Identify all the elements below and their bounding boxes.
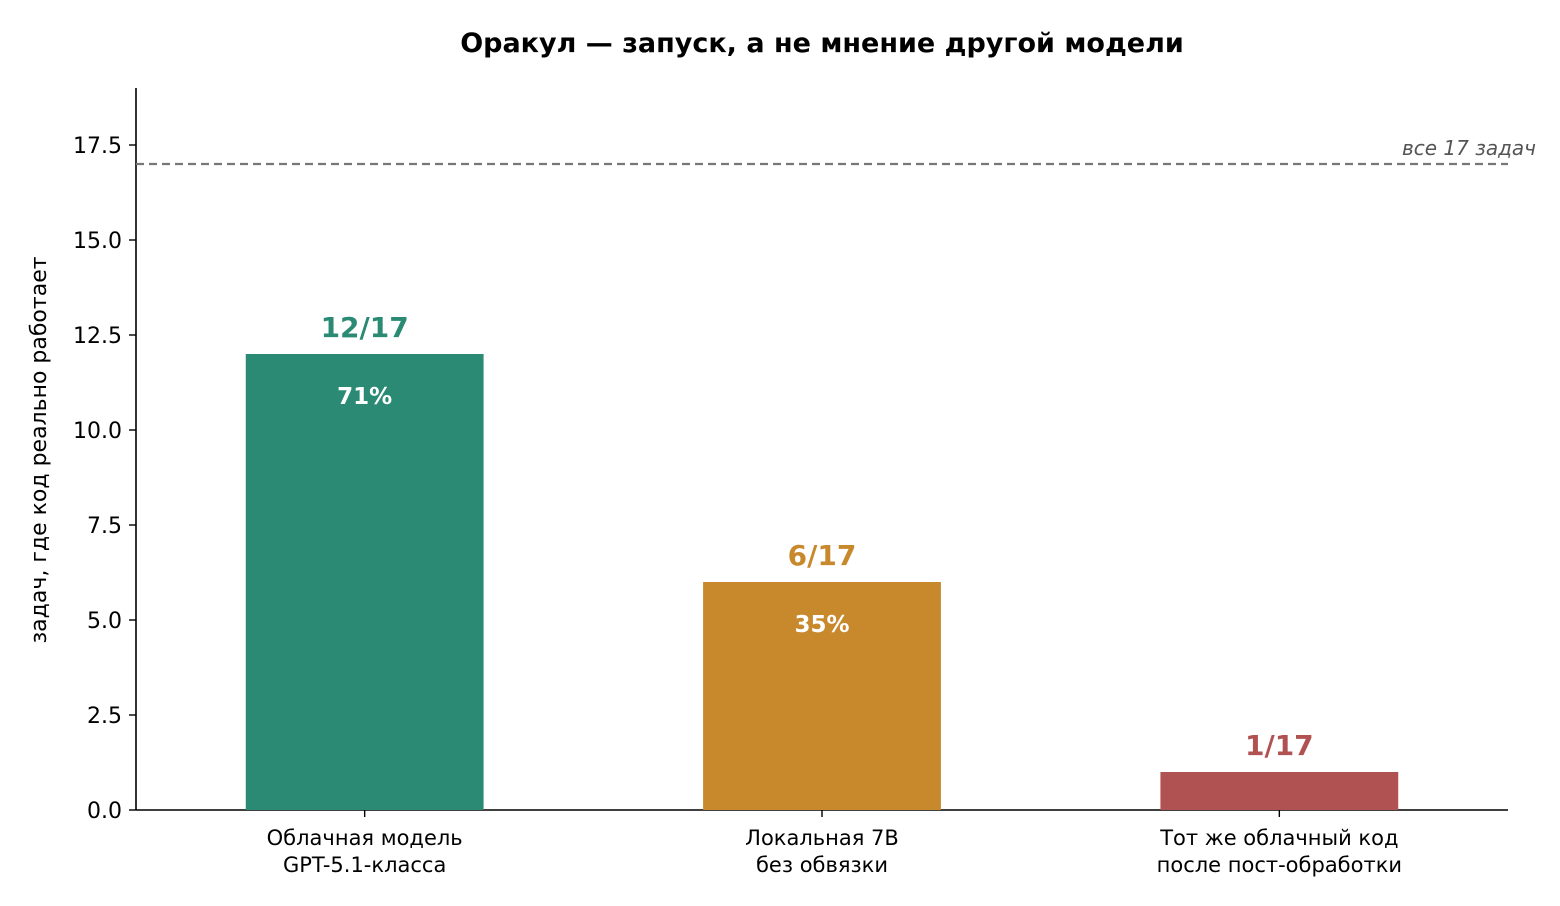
x-category-label: после пост-обработки (1157, 853, 1402, 877)
x-category-label: GPT-5.1-класса (283, 853, 446, 877)
y-tick-label: 5.0 (87, 609, 122, 634)
y-tick-label: 10.0 (73, 419, 122, 444)
bar (703, 582, 941, 810)
x-category-label: Облачная модель (267, 826, 463, 850)
x-category-label: Тот же облачный код (1159, 826, 1398, 850)
y-tick-label: 7.5 (87, 514, 122, 539)
y-tick-label: 15.0 (73, 229, 122, 254)
bar (1160, 772, 1399, 810)
bar-value-label: 6/17 (788, 539, 857, 572)
y-tick-label: 17.5 (73, 134, 122, 159)
y-axis-label: задач, где код реально работает (27, 256, 52, 643)
bar-value-label: 1/17 (1245, 729, 1314, 762)
plot-area: 0.0 2.5 5.0 7.5 10.0 12.5 15.0 17.5 все 17 задач… (73, 88, 1536, 877)
x-category-label: без обвязки (756, 853, 888, 877)
y-tick-label: 12.5 (73, 324, 122, 349)
bar-value-label: 12/17 (321, 311, 409, 344)
y-tick-label: 2.5 (87, 704, 122, 729)
y-tick-label: 0.0 (87, 799, 122, 824)
bar-percent-label: 35% (794, 612, 849, 638)
x-category-label: Локальная 7B (745, 826, 899, 850)
chart-title: Оракул — запуск, а не мнение другой моде… (460, 28, 1184, 59)
bar-percent-label: 71% (337, 384, 392, 410)
bar (245, 354, 484, 810)
reference-line-label: все 17 задач (1402, 136, 1536, 160)
